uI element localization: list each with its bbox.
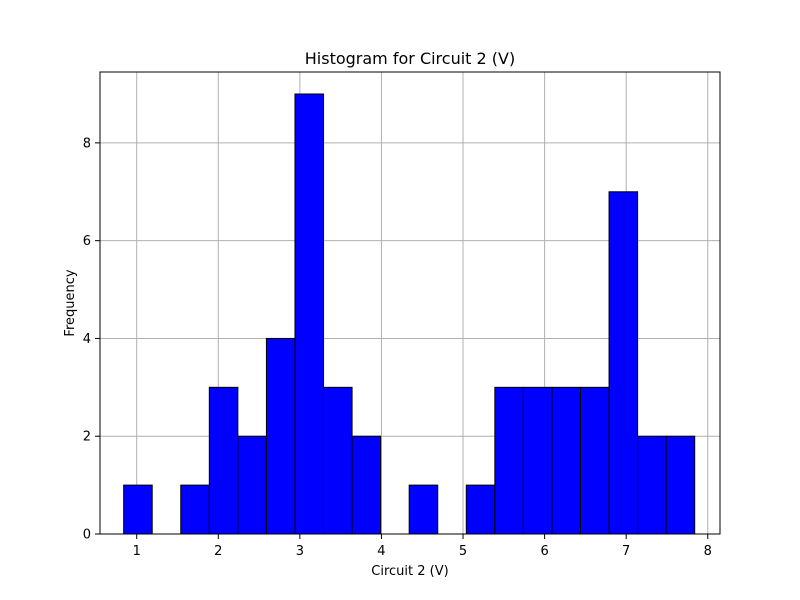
histogram-bar-5 [237, 435, 267, 535]
histogram-bar-15 [522, 386, 553, 535]
x-tick-label: 8 [704, 544, 712, 559]
y-tick-label: 2 [83, 430, 91, 445]
histogram-bar-14 [494, 386, 524, 535]
x-tick-label: 1 [133, 544, 141, 559]
x-tick-label: 5 [459, 544, 467, 559]
histogram-bar-1 [123, 484, 153, 535]
histogram-bar-8 [323, 386, 353, 535]
x-axis-label: Circuit 2 (V) [371, 564, 448, 579]
x-tick-label: 2 [214, 544, 222, 559]
y-tick-label: 0 [83, 528, 91, 543]
x-tick-label: 4 [377, 544, 385, 559]
histogram-bar-4 [208, 386, 239, 535]
histogram-bar-7 [294, 93, 325, 535]
histogram-bar-11 [408, 484, 439, 535]
y-tick-label: 8 [83, 136, 91, 151]
chart-title: Histogram for Circuit 2 (V) [305, 49, 515, 68]
histogram-bar-13 [465, 484, 496, 535]
y-axis-label: Frequency [63, 269, 78, 336]
histogram-bar-18 [608, 191, 639, 535]
histogram-bar-19 [637, 435, 667, 535]
histogram-bar-17 [580, 386, 610, 535]
histogram-bars [123, 93, 696, 535]
x-axis-ticks: 1 2 3 4 5 6 7 8 [133, 534, 712, 559]
y-tick-label: 4 [83, 332, 91, 347]
x-tick-label: 7 [622, 544, 630, 559]
y-axis-ticks: 0 2 4 6 8 [83, 136, 100, 543]
y-tick-label: 6 [83, 234, 91, 249]
histogram-bar-16 [551, 386, 582, 535]
histogram-bar-20 [665, 435, 696, 535]
histogram-bar-9 [351, 435, 382, 535]
histogram-bar-3 [180, 484, 210, 535]
x-tick-label: 3 [296, 544, 304, 559]
histogram-bar-6 [265, 337, 296, 535]
x-tick-label: 6 [540, 544, 548, 559]
plot-frame [99, 71, 721, 535]
